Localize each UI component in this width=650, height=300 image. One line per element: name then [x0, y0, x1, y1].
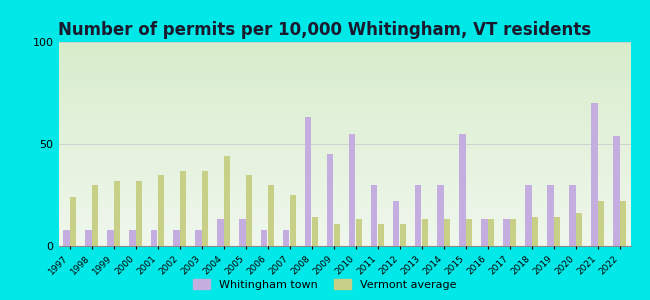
Bar: [437, 185, 443, 246]
Bar: [614, 136, 619, 246]
Bar: [465, 220, 472, 246]
Bar: [482, 220, 488, 246]
Bar: [239, 220, 246, 246]
Bar: [311, 218, 318, 246]
Bar: [217, 220, 224, 246]
Bar: [202, 170, 207, 246]
Bar: [196, 230, 202, 246]
Bar: [554, 218, 560, 246]
Bar: [503, 220, 510, 246]
Bar: [157, 175, 164, 246]
Bar: [333, 224, 340, 246]
Bar: [443, 220, 450, 246]
Bar: [532, 218, 538, 246]
Bar: [460, 134, 465, 246]
Bar: [510, 220, 515, 246]
Bar: [107, 230, 114, 246]
Bar: [283, 230, 289, 246]
Bar: [114, 181, 120, 246]
Bar: [400, 224, 406, 246]
Text: Number of permits per 10,000 Whitingham, VT residents: Number of permits per 10,000 Whitingham,…: [58, 21, 592, 39]
Bar: [129, 230, 135, 246]
Bar: [85, 230, 92, 246]
Bar: [179, 170, 186, 246]
Bar: [488, 220, 493, 246]
Bar: [289, 195, 296, 246]
Bar: [421, 220, 428, 246]
Bar: [371, 185, 378, 246]
Bar: [349, 134, 356, 246]
Bar: [575, 213, 582, 246]
Bar: [592, 103, 597, 246]
Bar: [92, 185, 98, 246]
Bar: [70, 197, 75, 246]
Bar: [393, 201, 400, 246]
Bar: [246, 175, 252, 246]
Bar: [174, 230, 179, 246]
Bar: [619, 201, 626, 246]
Bar: [525, 185, 532, 246]
Legend: Whitingham town, Vermont average: Whitingham town, Vermont average: [189, 275, 461, 294]
Bar: [151, 230, 157, 246]
Bar: [224, 156, 229, 246]
Bar: [356, 220, 361, 246]
Bar: [268, 185, 274, 246]
Bar: [328, 154, 333, 246]
Bar: [135, 181, 142, 246]
Bar: [306, 118, 311, 246]
Bar: [261, 230, 268, 246]
Bar: [378, 224, 384, 246]
Bar: [597, 201, 604, 246]
Bar: [63, 230, 70, 246]
Bar: [569, 185, 575, 246]
Bar: [415, 185, 421, 246]
Bar: [547, 185, 554, 246]
